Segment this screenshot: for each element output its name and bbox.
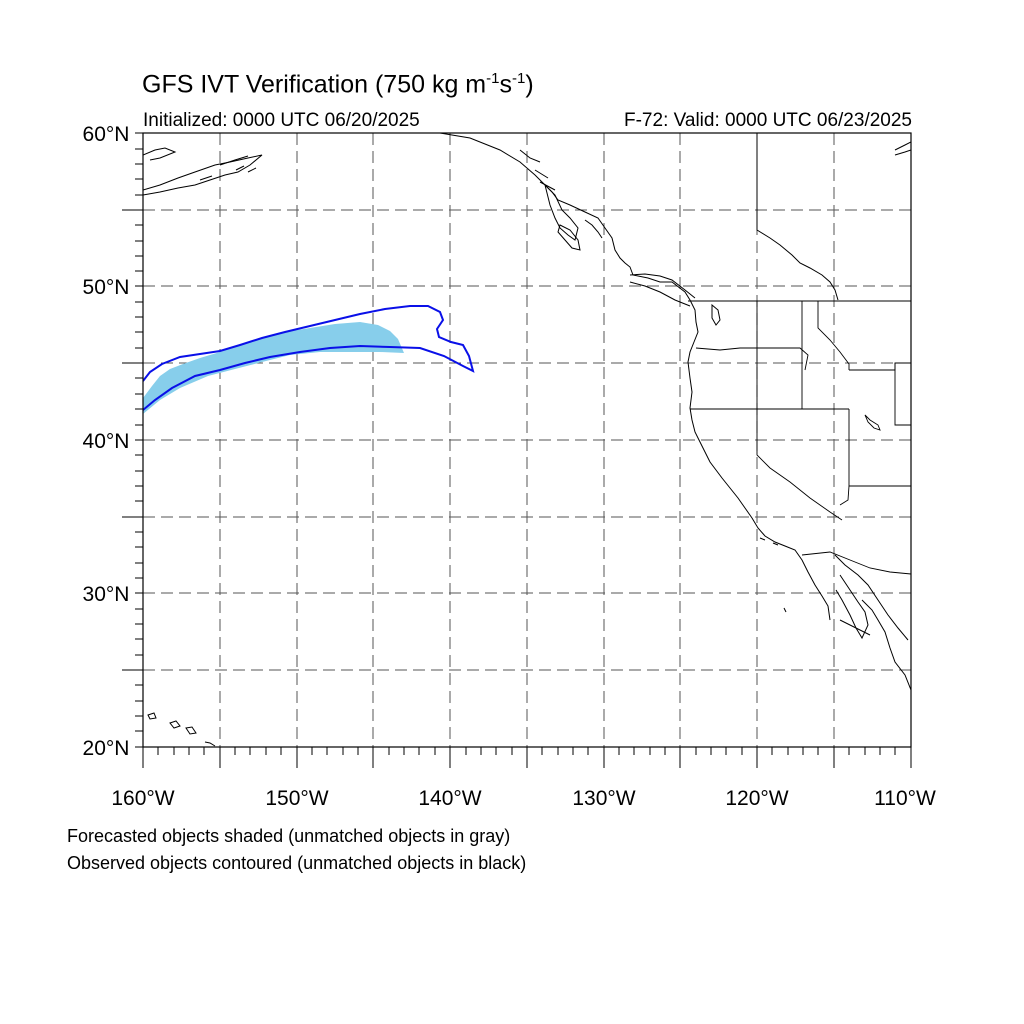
valid-time: F-72: Valid: 0000 UTC 06/23/2025 xyxy=(624,110,912,131)
observed-ivt-contour xyxy=(143,305,475,411)
lon-label-150w: 150°W xyxy=(265,787,328,810)
forecast-ivt-object xyxy=(143,322,404,414)
plot-frame xyxy=(142,132,912,748)
lon-label-120w: 120°W xyxy=(725,787,788,810)
lat-label-30: 30°N xyxy=(83,583,130,606)
footer-note-forecast: Forecasted objects shaded (unmatched obj… xyxy=(67,826,511,846)
graticule xyxy=(143,133,911,747)
lon-label-110w: 110°W xyxy=(874,787,936,810)
footer-note-observed: Observed objects contoured (unmatched ob… xyxy=(67,853,527,873)
chart-title: GFS IVT Verification (750 kg m-1s-1) xyxy=(142,70,534,99)
lat-label-20: 20°N xyxy=(83,737,130,760)
lon-label-160w: 160°W xyxy=(111,787,174,810)
tick-marks xyxy=(122,132,912,768)
lon-label-140w: 140°W xyxy=(418,787,481,810)
initialized-time: Initialized: 0000 UTC 06/20/2025 xyxy=(143,110,420,131)
lon-label-130w: 130°W xyxy=(572,787,635,810)
political-borders xyxy=(688,300,911,575)
lat-label-60: 60°N xyxy=(83,123,130,146)
lat-label-40: 40°N xyxy=(83,430,130,453)
lat-label-50: 50°N xyxy=(83,276,130,299)
coastlines xyxy=(143,133,911,747)
